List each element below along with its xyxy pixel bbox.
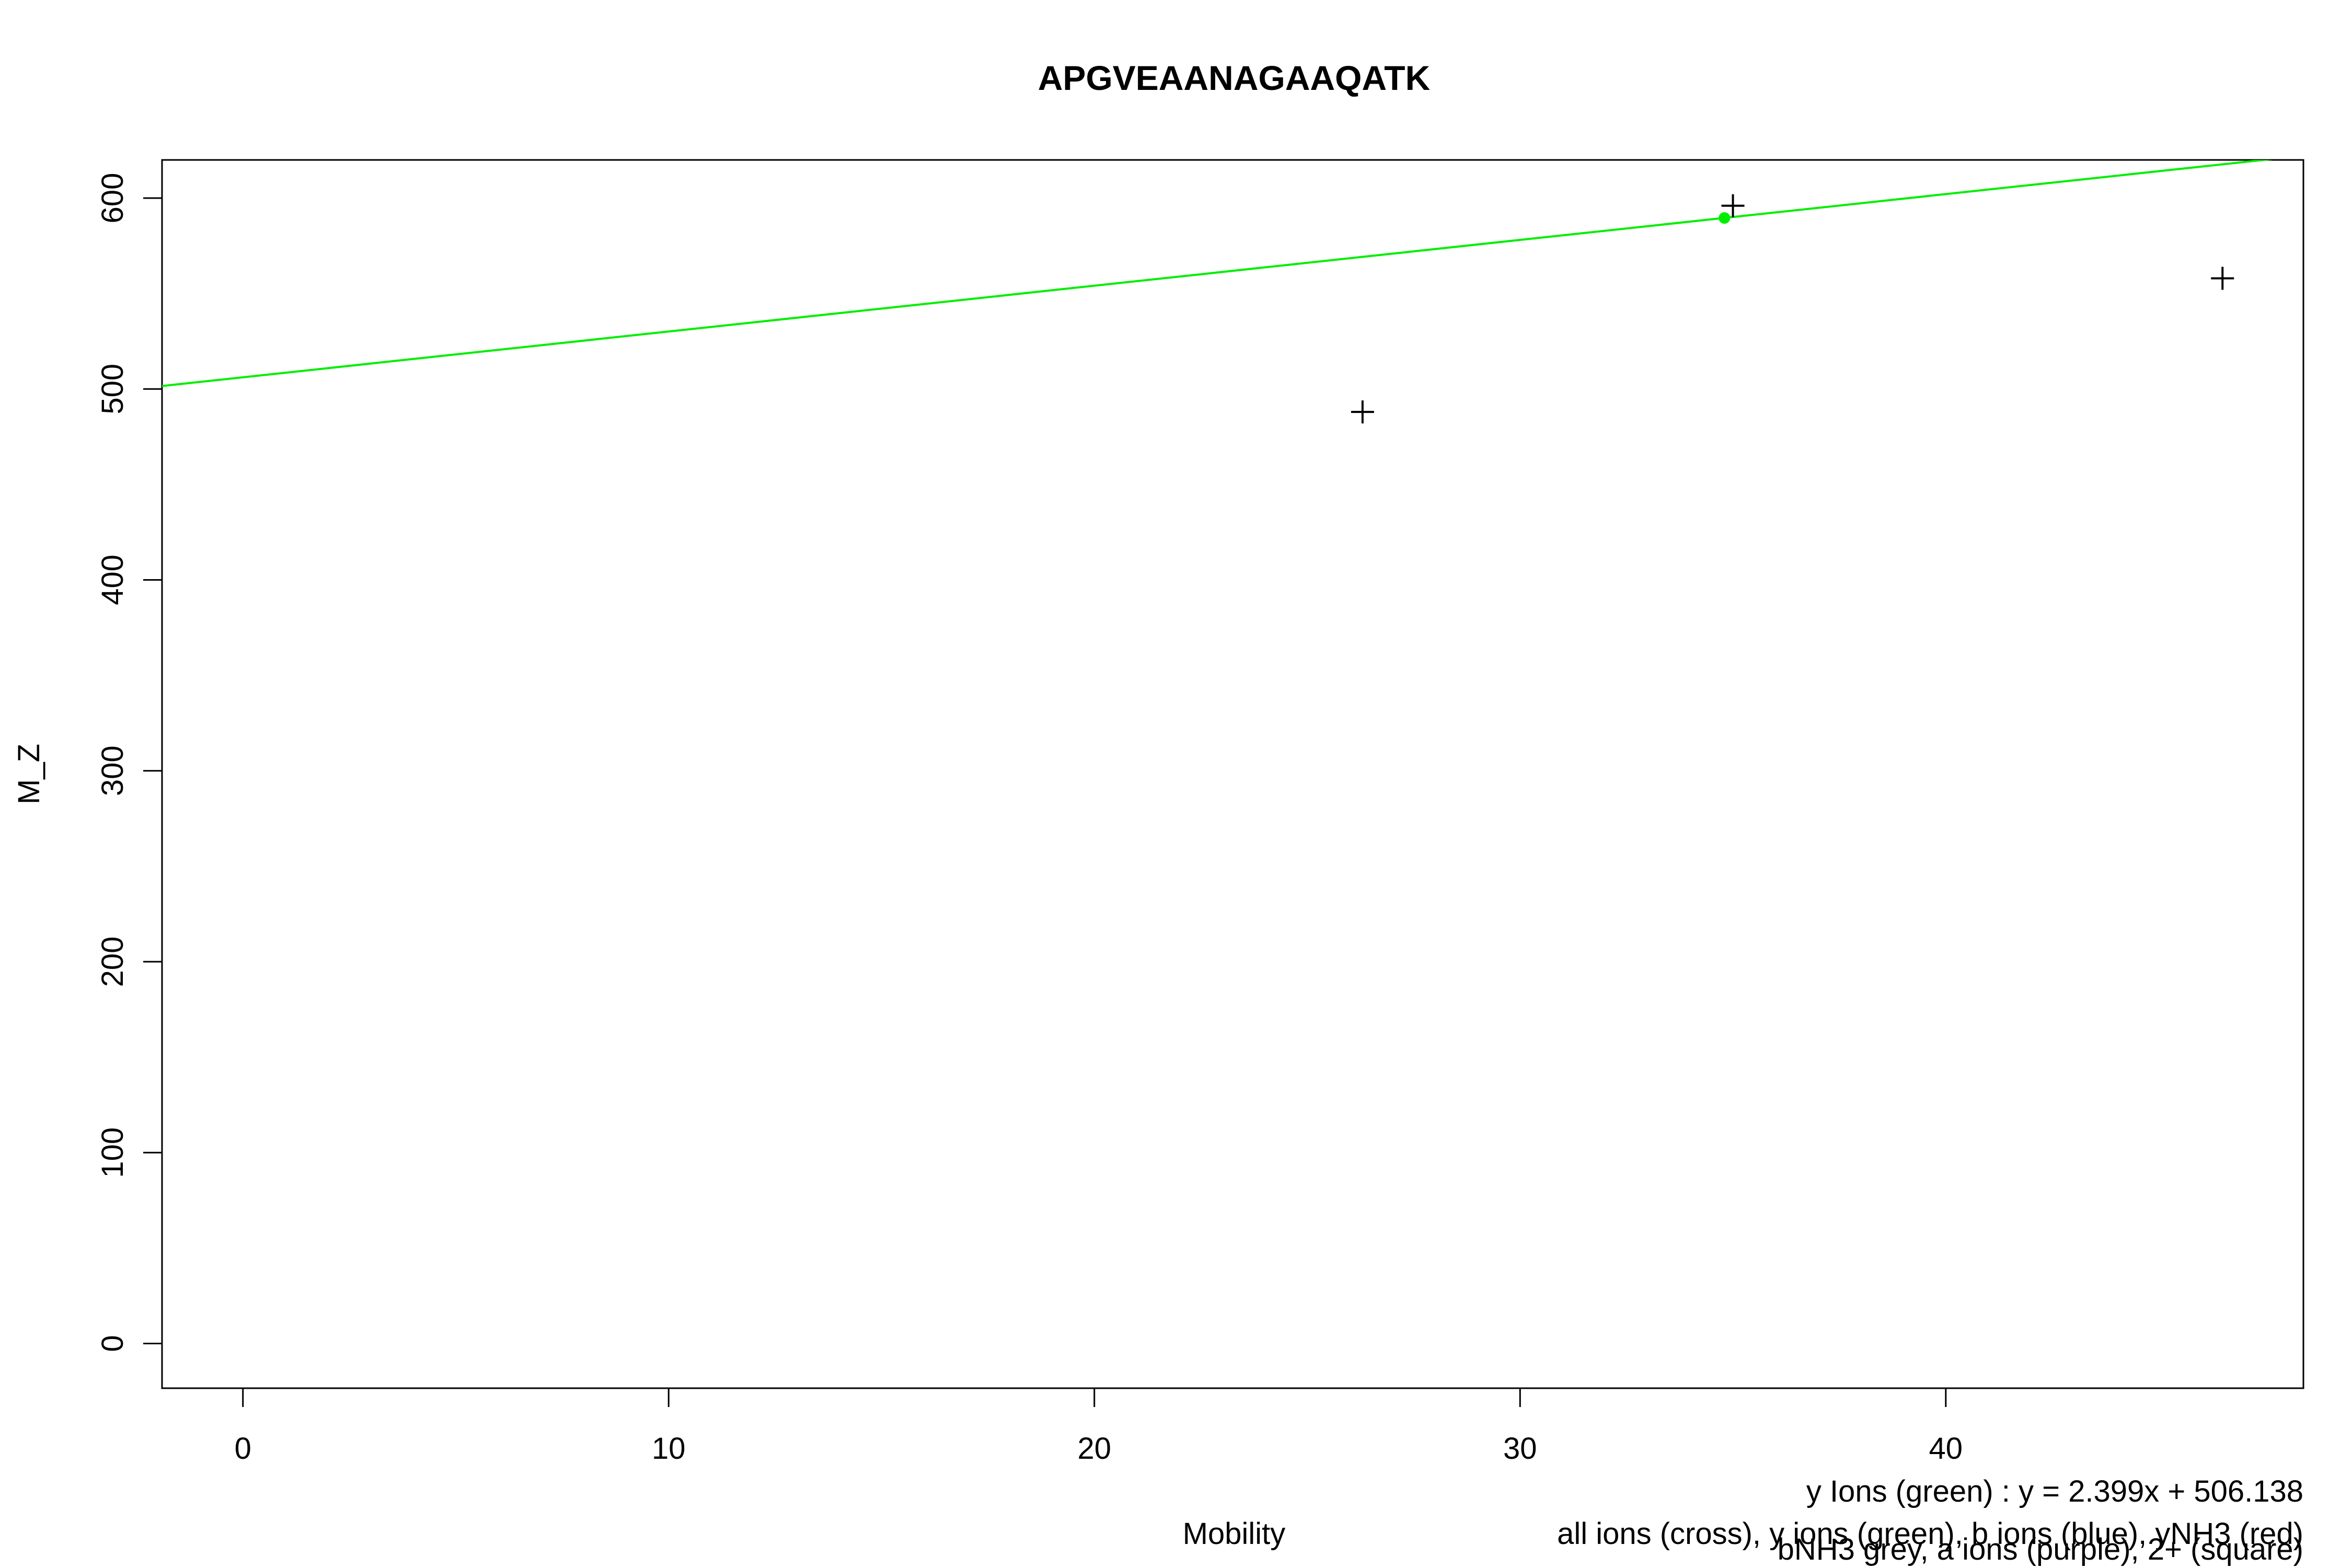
x-tick-label: 40 (1929, 1432, 1963, 1466)
y-tick-label: 600 (96, 173, 130, 224)
y-tick-label: 0 (96, 1335, 130, 1352)
plot-frame (161, 159, 2304, 1389)
plot-marks (162, 160, 2274, 424)
y-tick-label: 200 (96, 937, 130, 987)
annotation-fit-equation: y Ions (green) : y = 2.399x + 506.138 (1806, 1474, 2303, 1508)
y-tick-label: 400 (96, 555, 130, 605)
chart-title: APGVEAANAGAAQATK (1038, 59, 1431, 97)
data-point-y-ion (1719, 212, 1731, 224)
x-tick-label: 30 (1503, 1432, 1537, 1466)
x-axis-label: Mobility (1183, 1517, 1286, 1551)
x-tick-label: 10 (652, 1432, 686, 1466)
data-point-cross (2211, 267, 2234, 290)
y-tick-label: 100 (96, 1127, 130, 1178)
y-axis-label: M_Z (12, 744, 46, 804)
y-tick-label: 300 (96, 745, 130, 796)
y-axis: 0 100 200 300 400 500 600 (96, 173, 163, 1352)
x-tick-label: 20 (1078, 1432, 1112, 1466)
data-point-cross (1351, 400, 1374, 424)
y-tick-label: 500 (96, 364, 130, 414)
annotation-legend-line-2: bNH3 grey, a ions (purple), 2+ (square) (1778, 1532, 2303, 1566)
annotation-legend-line-1: all ions (cross), y ions (green), b ions… (1557, 1517, 2303, 1551)
data-point-cross (1721, 194, 1745, 217)
fit-line (162, 160, 2274, 387)
x-tick-label: 0 (235, 1432, 251, 1466)
x-axis: 0 10 20 30 40 (235, 1387, 1963, 1466)
